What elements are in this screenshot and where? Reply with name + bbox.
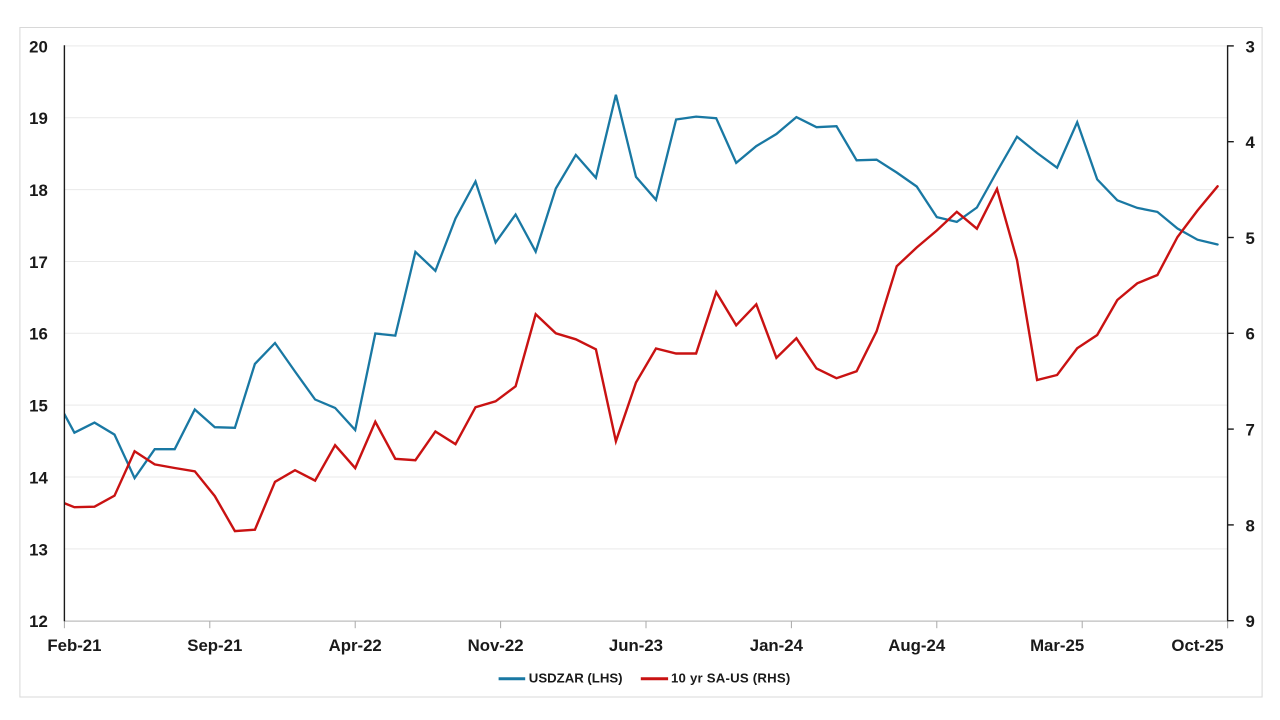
svg-text:Apr-22: Apr-22: [329, 636, 382, 655]
svg-text:16: 16: [29, 325, 48, 344]
svg-text:4: 4: [1246, 133, 1256, 152]
svg-text:Aug-24: Aug-24: [888, 636, 946, 655]
svg-text:13: 13: [29, 540, 48, 559]
svg-text:3: 3: [1246, 37, 1255, 56]
svg-text:Mar-25: Mar-25: [1030, 636, 1084, 655]
svg-text:12: 12: [29, 612, 48, 631]
svg-text:17: 17: [29, 253, 48, 272]
svg-text:14: 14: [29, 468, 48, 487]
svg-text:6: 6: [1246, 325, 1255, 344]
svg-text:18: 18: [29, 181, 48, 200]
svg-text:9: 9: [1246, 612, 1255, 631]
svg-text:Oct-25: Oct-25: [1171, 636, 1223, 655]
svg-text:20: 20: [29, 37, 48, 56]
svg-text:Nov-22: Nov-22: [468, 636, 524, 655]
svg-text:19: 19: [29, 109, 48, 128]
svg-text:7: 7: [1246, 421, 1255, 440]
svg-text:Sep-21: Sep-21: [187, 636, 242, 655]
svg-text:USDZAR (LHS): USDZAR (LHS): [529, 670, 623, 685]
svg-text:5: 5: [1246, 229, 1255, 248]
svg-text:8: 8: [1246, 516, 1255, 535]
svg-text:Jun-23: Jun-23: [609, 636, 663, 655]
svg-text:Feb-21: Feb-21: [47, 636, 101, 655]
svg-text:10 yr SA-US (RHS): 10 yr SA-US (RHS): [671, 670, 791, 685]
svg-text:Jan-24: Jan-24: [750, 636, 804, 655]
svg-text:15: 15: [29, 397, 48, 416]
